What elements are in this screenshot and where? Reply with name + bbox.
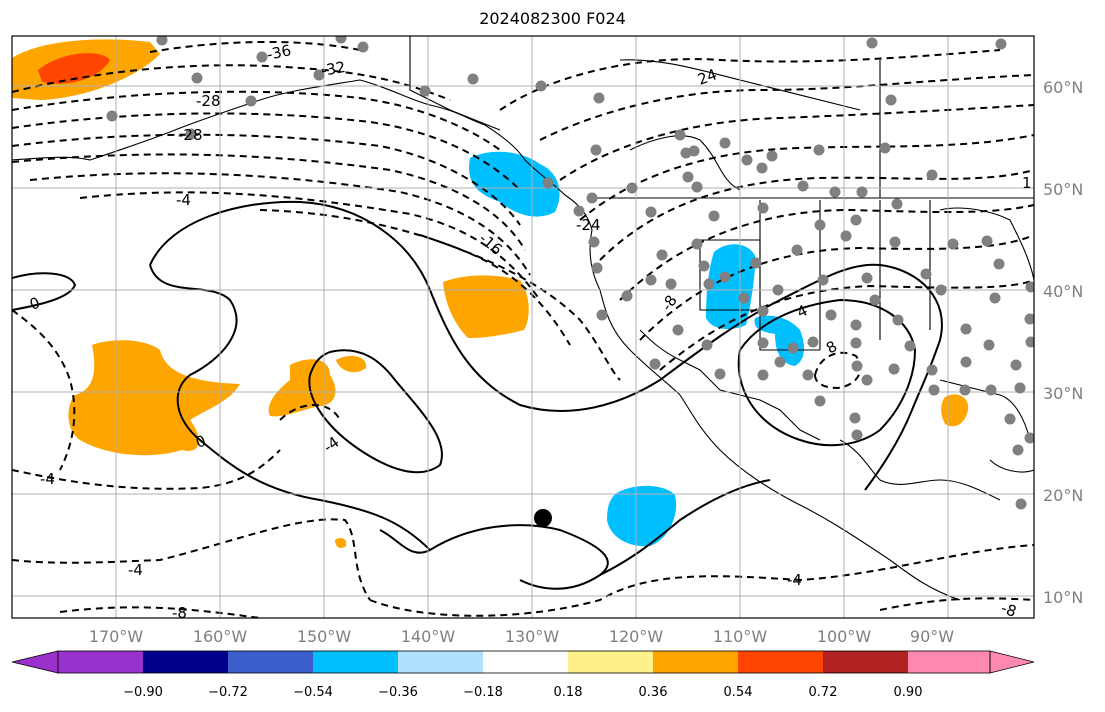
coastlines (12, 36, 1034, 601)
colorbar-tick-label: −0.54 (293, 685, 333, 700)
positive-anomaly-tiny (335, 538, 347, 548)
colorbar-tick-label: 0.54 (724, 685, 753, 700)
colorbar-segment (313, 651, 398, 673)
contour-label: -24 (576, 216, 601, 234)
strong-anomaly-alaska (38, 53, 110, 84)
longitude-labels: 170°W 160°W 150°W 140°W 130°W 120°W 110°… (89, 627, 954, 646)
positive-anomaly-pacific-mid (268, 359, 336, 417)
colorbar-tick-label: −0.36 (378, 685, 418, 700)
colorbar-extend-low (11, 650, 59, 674)
map-border (11, 35, 1035, 619)
contour-label: -32 (320, 58, 347, 80)
negative-anomaly-eastpac (607, 485, 677, 547)
latitude-label: 10°N (1043, 588, 1083, 607)
negative-contours (12, 40, 1034, 618)
contour-label: -28 (178, 126, 203, 144)
colorbar-tick-labels: −0.90 −0.72 −0.54 −0.36 −0.18 0.18 0.36 … (123, 685, 922, 700)
colorbar-segment (228, 651, 313, 673)
map-title: 2024082300 F024 (479, 9, 626, 28)
colorbar-tick-label: 0.72 (809, 685, 838, 700)
colorbar-tick-label: −0.90 (123, 685, 163, 700)
contour-label: -28 (196, 92, 221, 110)
contour-label: -4 (128, 561, 143, 579)
colorbar-segment (653, 651, 738, 673)
latitude-label: 20°N (1043, 486, 1083, 505)
longitude-label: 140°W (401, 627, 456, 646)
latitude-label: 50°N (1043, 180, 1083, 199)
colorbar (11, 650, 1035, 674)
reference-point (534, 509, 552, 527)
positive-anomaly-pacific-west (68, 340, 240, 456)
contour-label: 1 (1022, 174, 1032, 192)
contour-label: -8 (172, 604, 187, 622)
latitude-label: 30°N (1043, 384, 1083, 403)
latitude-label: 40°N (1043, 282, 1083, 301)
longitude-label: 110°W (713, 627, 768, 646)
colorbar-tick-label: 0.18 (554, 685, 583, 700)
contour-label: -8 (999, 599, 1019, 621)
longitude-label: 100°W (817, 627, 872, 646)
longitude-label: 120°W (609, 627, 664, 646)
contour-label: 24 (695, 65, 719, 88)
colorbar-segment (738, 651, 823, 673)
latitude-labels: 60°N 50°N 40°N 30°N 20°N 10°N (1043, 78, 1083, 607)
colorbar-tick-label: −0.18 (463, 685, 503, 700)
colorbar-segment (58, 651, 143, 673)
positive-anomaly-pacific-small (336, 355, 367, 373)
colorbar-extend-high (989, 650, 1035, 674)
colorbar-tick-label: 0.90 (894, 685, 923, 700)
negative-anomaly-rockies-south (754, 315, 805, 366)
colorbar-segment (483, 651, 568, 673)
contour-label: -4 (176, 191, 191, 209)
colorbar-tick-label: −0.72 (208, 685, 248, 700)
longitude-label: 130°W (505, 627, 560, 646)
station-dots (106, 36, 1034, 510)
colorbar-segment (823, 651, 908, 673)
positive-anomaly-offshore (443, 275, 529, 338)
contour-label: -4 (787, 571, 802, 589)
contour-label: -4 (40, 470, 55, 488)
longitude-label: 90°W (910, 627, 954, 646)
longitude-label: 170°W (89, 627, 144, 646)
longitude-label: 160°W (193, 627, 248, 646)
negative-anomaly-rockies (706, 244, 756, 330)
colorbar-segment (143, 651, 228, 673)
colorbar-segment (908, 651, 990, 673)
colorbar-segment (568, 651, 653, 673)
contour-label: -36 (265, 41, 293, 64)
longitude-label: 150°W (297, 627, 352, 646)
latitude-label: 60°N (1043, 78, 1083, 97)
colorbar-segment (398, 651, 483, 673)
colorbar-tick-label: 0.36 (639, 685, 668, 700)
